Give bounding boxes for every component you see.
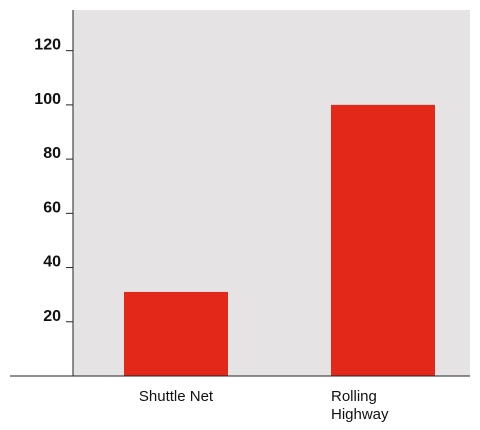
y-tick-label: 20 [43, 308, 61, 325]
y-tick-label: 40 [43, 254, 61, 271]
y-tick-label: 120 [34, 37, 61, 54]
y-axis-ticks: 20 40 60 80 100 120 [34, 37, 73, 325]
y-tick-label: 80 [43, 145, 61, 162]
x-category-label-line: Highway [331, 406, 389, 423]
bars-layer [124, 104, 435, 376]
x-category-label-line: Shuttle Net [139, 388, 214, 405]
x-category-label-line: Rolling [331, 388, 377, 405]
y-tick-label: 60 [43, 199, 61, 216]
x-axis-labels: Shuttle Net Rolling Highway [139, 388, 389, 423]
x-category-label: Shuttle Net [139, 388, 214, 405]
x-category-label: Rolling Highway [331, 388, 389, 423]
bar [124, 291, 228, 376]
y-tick-label: 100 [34, 91, 61, 108]
bar [331, 104, 435, 376]
